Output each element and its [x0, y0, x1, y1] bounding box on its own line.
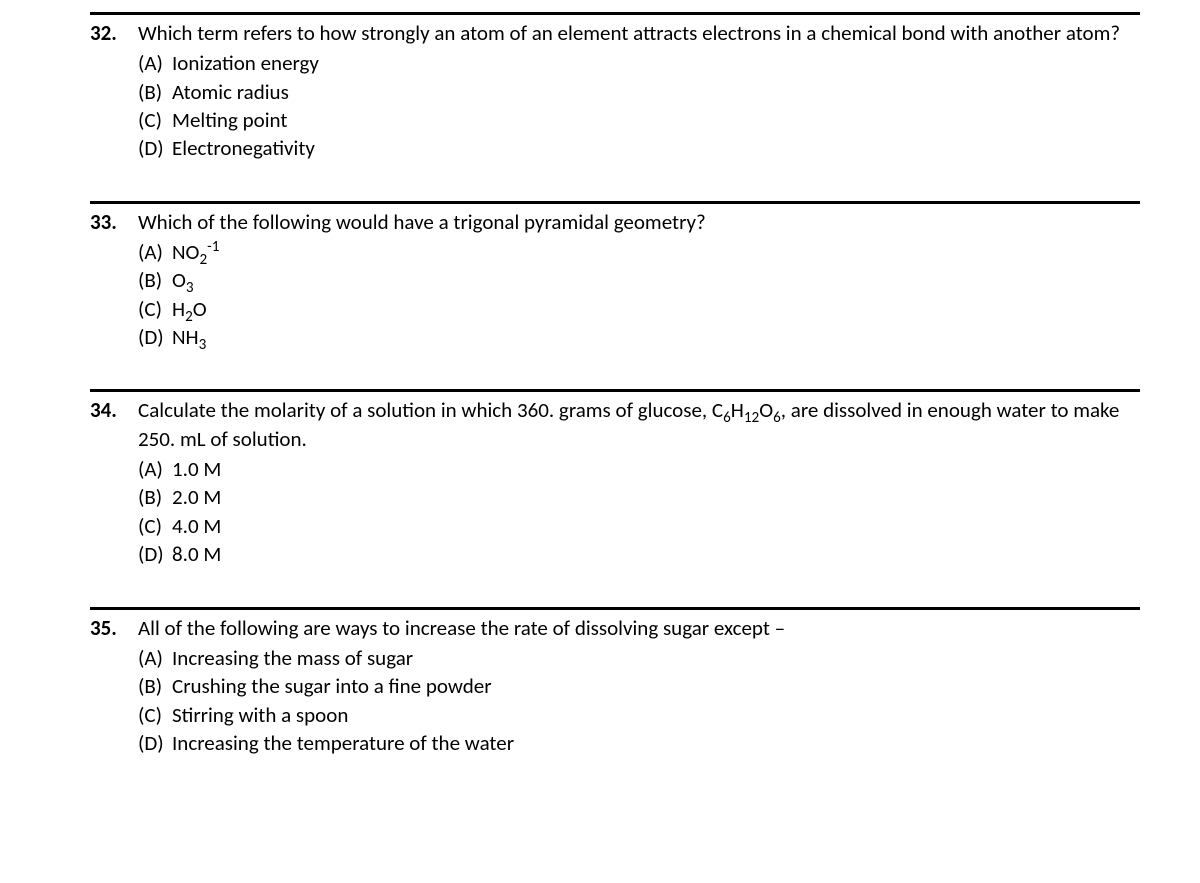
answer-choice: (B)O3: [138, 266, 1140, 294]
answer-choice: (B)Atomic radius: [138, 78, 1140, 106]
question-block: 32.Which term refers to how strongly an …: [90, 12, 1140, 201]
choice-label: (B): [138, 78, 172, 106]
choice-label: (D): [138, 540, 172, 568]
answer-choice: (B)2.0 M: [138, 483, 1140, 511]
answer-choices: (A)Ionization energy(B)Atomic radius(C)M…: [138, 49, 1140, 162]
choice-text: Ionization energy: [172, 49, 319, 77]
choice-label: (A): [138, 49, 172, 77]
choice-label: (C): [138, 106, 172, 134]
choice-label: (C): [138, 512, 172, 540]
answer-choice: (D)8.0 M: [138, 540, 1140, 568]
answer-choice: (A)Increasing the mass of sugar: [138, 644, 1140, 672]
choice-text: Atomic radius: [172, 78, 289, 106]
choice-label: (D): [138, 323, 172, 351]
answer-choice: (C)Melting point: [138, 106, 1140, 134]
choice-label: (D): [138, 134, 172, 162]
choice-label: (B): [138, 483, 172, 511]
question-prompt: Calculate the molarity of a solution in …: [138, 396, 1140, 453]
answer-choice: (A)Ionization energy: [138, 49, 1140, 77]
question-block: 35.All of the following are ways to incr…: [90, 607, 1140, 768]
choice-text: H2O: [172, 295, 207, 323]
question-number: 32.: [90, 19, 138, 163]
choice-label: (D): [138, 729, 172, 757]
choice-text: 1.0 M: [172, 455, 221, 483]
choice-text: 8.0 M: [172, 540, 221, 568]
choice-label: (A): [138, 455, 172, 483]
choice-text: Increasing the temperature of the water: [172, 729, 514, 757]
answer-choices: (A)NO2-1(B)O3(C)H2O(D)NH3: [138, 238, 1140, 351]
answer-choice: (B)Crushing the sugar into a fine powder: [138, 672, 1140, 700]
answer-choice: (A)1.0 M: [138, 455, 1140, 483]
choice-text: Stirring with a spoon: [172, 701, 348, 729]
answer-choice: (D)NH3: [138, 323, 1140, 351]
choice-label: (A): [138, 644, 172, 672]
choice-label: (B): [138, 266, 172, 294]
choice-text: Crushing the sugar into a fine powder: [172, 672, 492, 700]
choice-text: Increasing the mass of sugar: [172, 644, 413, 672]
question-prompt: All of the following are ways to increas…: [138, 614, 1140, 642]
question-body: Which term refers to how strongly an ato…: [138, 19, 1140, 163]
answer-choice: (C)H2O: [138, 295, 1140, 323]
question-body: All of the following are ways to increas…: [138, 614, 1140, 758]
choice-text: 4.0 M: [172, 512, 221, 540]
question-number: 34.: [90, 396, 138, 568]
answer-choice: (D)Electronegativity: [138, 134, 1140, 162]
choice-label: (A): [138, 238, 172, 266]
answer-choice: (C)Stirring with a spoon: [138, 701, 1140, 729]
question-body: Calculate the molarity of a solution in …: [138, 396, 1140, 568]
choice-label: (C): [138, 295, 172, 323]
question-body: Which of the following would have a trig…: [138, 208, 1140, 352]
answer-choice: (D)Increasing the temperature of the wat…: [138, 729, 1140, 757]
answer-choice: (A)NO2-1: [138, 238, 1140, 266]
question-prompt: Which of the following would have a trig…: [138, 208, 1140, 236]
choice-text: 2.0 M: [172, 483, 221, 511]
choice-text: Electronegativity: [172, 134, 315, 162]
question-number: 35.: [90, 614, 138, 758]
question-prompt: Which term refers to how strongly an ato…: [138, 19, 1140, 47]
answer-choices: (A)Increasing the mass of sugar(B)Crushi…: [138, 644, 1140, 757]
answer-choices: (A)1.0 M(B)2.0 M(C)4.0 M(D)8.0 M: [138, 455, 1140, 568]
question-number: 33.: [90, 208, 138, 352]
choice-text: O3: [172, 266, 194, 294]
choice-label: (C): [138, 701, 172, 729]
choice-text: NH3: [172, 323, 206, 351]
choice-text: NO2-1: [172, 238, 219, 266]
question-block: 34.Calculate the molarity of a solution …: [90, 389, 1140, 606]
choice-text: Melting point: [172, 106, 287, 134]
choice-label: (B): [138, 672, 172, 700]
answer-choice: (C)4.0 M: [138, 512, 1140, 540]
question-block: 33.Which of the following would have a t…: [90, 201, 1140, 390]
